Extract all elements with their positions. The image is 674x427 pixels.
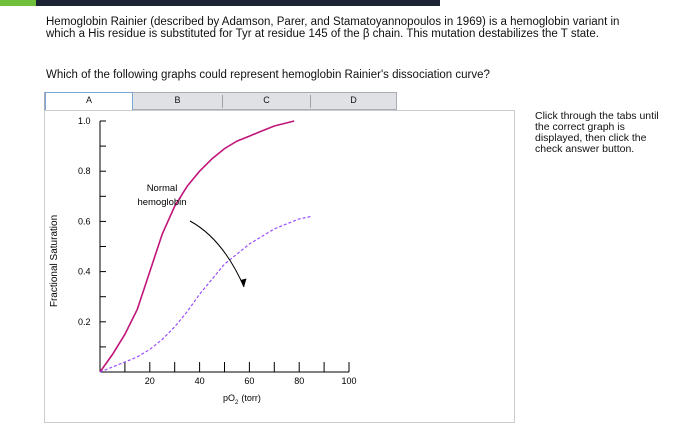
tab-a-label: A (85, 95, 92, 105)
dissociation-chart: 0.2 0.4 0.6 0.8 1.0 20 40 60 80 100 Fractional S… (49, 116, 357, 406)
x-axis-label-sub: 2 (235, 400, 239, 406)
y-tick-label: 0.8 (78, 166, 91, 176)
annotation-normal: Normal (147, 183, 178, 194)
instructions-text: Click through the tabs until the correct… (535, 110, 659, 155)
y-tick-label: 1.0 (78, 116, 91, 126)
brand-accent (0, 0, 36, 6)
graph-tabs: A B C D (44, 92, 397, 111)
tab-b[interactable]: B (133, 93, 222, 109)
top-banner (0, 0, 440, 6)
tab-c[interactable]: C (223, 93, 310, 109)
y-axis-label: Fractional Saturation (49, 215, 60, 307)
x-axis-label: pO2 (torr) (223, 393, 261, 406)
question-text: Hemoglobin Rainier (described by Adamson… (46, 16, 620, 40)
x-ticks: 20 40 60 80 100 (124, 362, 357, 386)
x-tick-label: 20 (145, 376, 155, 386)
x-tick-label: 40 (195, 376, 205, 386)
y-tick-label: 0.6 (78, 216, 91, 226)
question-prompt: Which of the following graphs could repr… (46, 69, 490, 81)
y-tick-label: 0.4 (78, 267, 91, 277)
y-tick-label: 0.2 (78, 317, 91, 327)
x-axis-label-main: pO (223, 393, 235, 403)
annotation-arrow (189, 220, 247, 288)
variant-curve (99, 215, 312, 373)
graph-panel: 0.2 0.4 0.6 0.8 1.0 20 40 60 80 100 Fractional S… (44, 110, 515, 423)
x-tick-label: 100 (341, 376, 356, 386)
x-tick-label: 60 (244, 376, 254, 386)
tab-d-label: D (350, 95, 357, 105)
tab-divider (222, 95, 223, 108)
tab-b-label: B (174, 95, 181, 105)
tab-c-label: C (263, 95, 270, 105)
chart-lines (99, 120, 312, 373)
tab-divider (310, 95, 311, 108)
x-tick-label: 80 (294, 376, 304, 386)
normal-hemoglobin-curve (99, 120, 295, 373)
tab-d[interactable]: D (311, 93, 396, 109)
annotation-hemoglobin: hemoglobin (137, 197, 186, 208)
x-axis-label-unit: (torr) (241, 393, 261, 403)
tab-a[interactable]: A (45, 92, 133, 111)
chart-axes (99, 121, 349, 373)
y-ticks: 0.2 0.4 0.6 0.8 1.0 (78, 116, 106, 348)
